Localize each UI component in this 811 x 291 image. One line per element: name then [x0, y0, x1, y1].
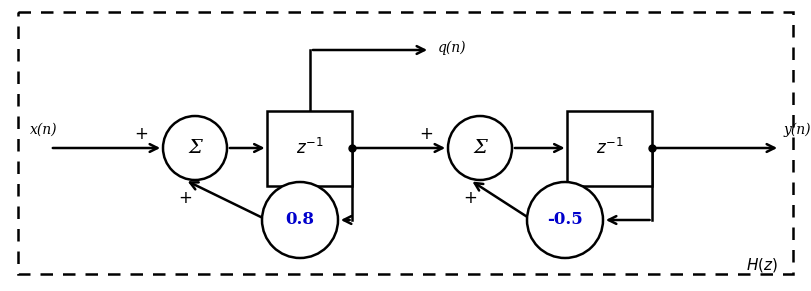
Text: 0.8: 0.8 [285, 212, 314, 228]
Text: Σ: Σ [473, 139, 487, 157]
Text: Σ: Σ [188, 139, 202, 157]
Circle shape [262, 182, 337, 258]
Bar [267, 111, 352, 185]
Text: -0.5: -0.5 [547, 212, 582, 228]
Text: $z^{-1}$: $z^{-1}$ [595, 138, 623, 158]
Text: $H(z)$: $H(z)$ [745, 256, 777, 274]
Bar [567, 111, 652, 185]
Circle shape [526, 182, 603, 258]
Text: x(n): x(n) [30, 123, 58, 137]
Text: +: + [462, 189, 476, 207]
Text: +: + [178, 189, 191, 207]
Text: $z^{-1}$: $z^{-1}$ [296, 138, 324, 158]
Text: y(n): y(n) [783, 123, 810, 137]
Circle shape [163, 116, 227, 180]
Text: +: + [418, 125, 432, 143]
Text: +: + [134, 125, 148, 143]
Text: q(n): q(n) [437, 41, 466, 55]
Circle shape [448, 116, 512, 180]
